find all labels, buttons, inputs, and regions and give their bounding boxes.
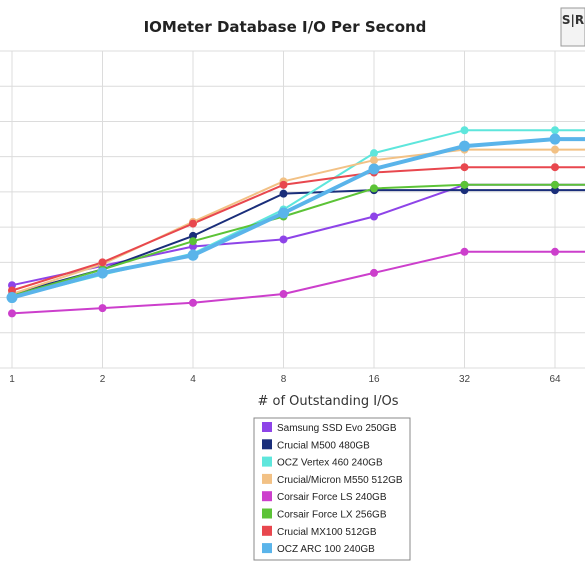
data-point <box>189 219 197 228</box>
legend-swatch <box>262 508 272 519</box>
series-line <box>11 166 585 292</box>
data-point <box>551 180 559 189</box>
data-point <box>551 126 559 135</box>
legend-label: Crucial M500 480GB <box>277 440 370 451</box>
data-point <box>8 309 16 318</box>
data-point <box>370 212 378 221</box>
x-tick-label: 64 <box>549 374 561 385</box>
data-point <box>6 292 18 304</box>
data-point <box>97 267 108 279</box>
site-logo: S|R <box>560 7 585 47</box>
legend-swatch <box>262 422 272 432</box>
data-point <box>279 290 288 299</box>
series-line <box>11 183 585 297</box>
data-point <box>189 298 197 307</box>
series-line <box>10 137 585 300</box>
data-point <box>551 145 559 154</box>
data-point <box>460 126 469 135</box>
data-point <box>279 189 288 198</box>
data-point <box>370 268 378 277</box>
x-tick-label: 16 <box>368 374 380 385</box>
data-point <box>370 184 378 193</box>
data-point <box>460 163 469 172</box>
legend-label: Corsair Force LX 256GB <box>277 510 387 521</box>
logo-badge <box>560 7 585 47</box>
legend-swatch <box>262 525 272 536</box>
data-point <box>279 235 288 244</box>
legend-label: OCZ Vertex 460 240GB <box>277 458 383 469</box>
series-line <box>11 250 585 315</box>
legend-swatch <box>262 491 272 502</box>
x-tick-label: 1 <box>9 374 15 385</box>
data-point <box>278 207 289 219</box>
legend-label: Crucial MX100 512GB <box>277 527 377 538</box>
x-tick-label: 2 <box>100 374 106 385</box>
legend-swatch <box>262 456 272 467</box>
data-point <box>370 156 378 165</box>
legend-label: OCZ ARC 100 240GB <box>277 544 375 555</box>
data-point <box>549 133 561 145</box>
x-axis-label: # of Outstanding I/Os <box>257 394 398 409</box>
data-point <box>98 304 107 313</box>
series-line <box>11 148 585 295</box>
data-point <box>459 140 470 152</box>
legend-swatch <box>262 473 272 484</box>
data-point <box>187 249 199 261</box>
data-point <box>98 258 107 267</box>
legend-label: Crucial/Micron M550 512GB <box>277 475 403 486</box>
x-tick-label: 32 <box>459 374 471 385</box>
legend-swatch <box>262 439 272 450</box>
data-point <box>460 247 469 256</box>
legend-swatch <box>262 543 272 554</box>
legend: Samsung SSD Evo 250GB Crucial M500 480GB O… <box>253 417 411 561</box>
data-point <box>370 149 378 158</box>
x-tick-label: 8 <box>281 374 287 385</box>
x-axis-ticks: 1 2 4 8 16 32 64 <box>9 374 561 385</box>
legend-label: Samsung SSD Evo 250GB <box>277 423 397 434</box>
legend-label: Corsair Force LS 240GB <box>277 492 387 503</box>
x-tick-label: 4 <box>190 374 196 385</box>
series-points <box>6 126 561 318</box>
series-lines <box>10 129 585 315</box>
data-point <box>460 180 469 189</box>
legend-box <box>253 417 411 561</box>
data-point <box>551 247 559 256</box>
data-point <box>551 163 559 172</box>
data-point <box>189 237 197 246</box>
data-point <box>279 180 288 189</box>
logo-text: S|R <box>562 13 584 27</box>
chart-title: IOMeter Database I/O Per Second <box>144 18 427 36</box>
data-point <box>368 163 380 175</box>
